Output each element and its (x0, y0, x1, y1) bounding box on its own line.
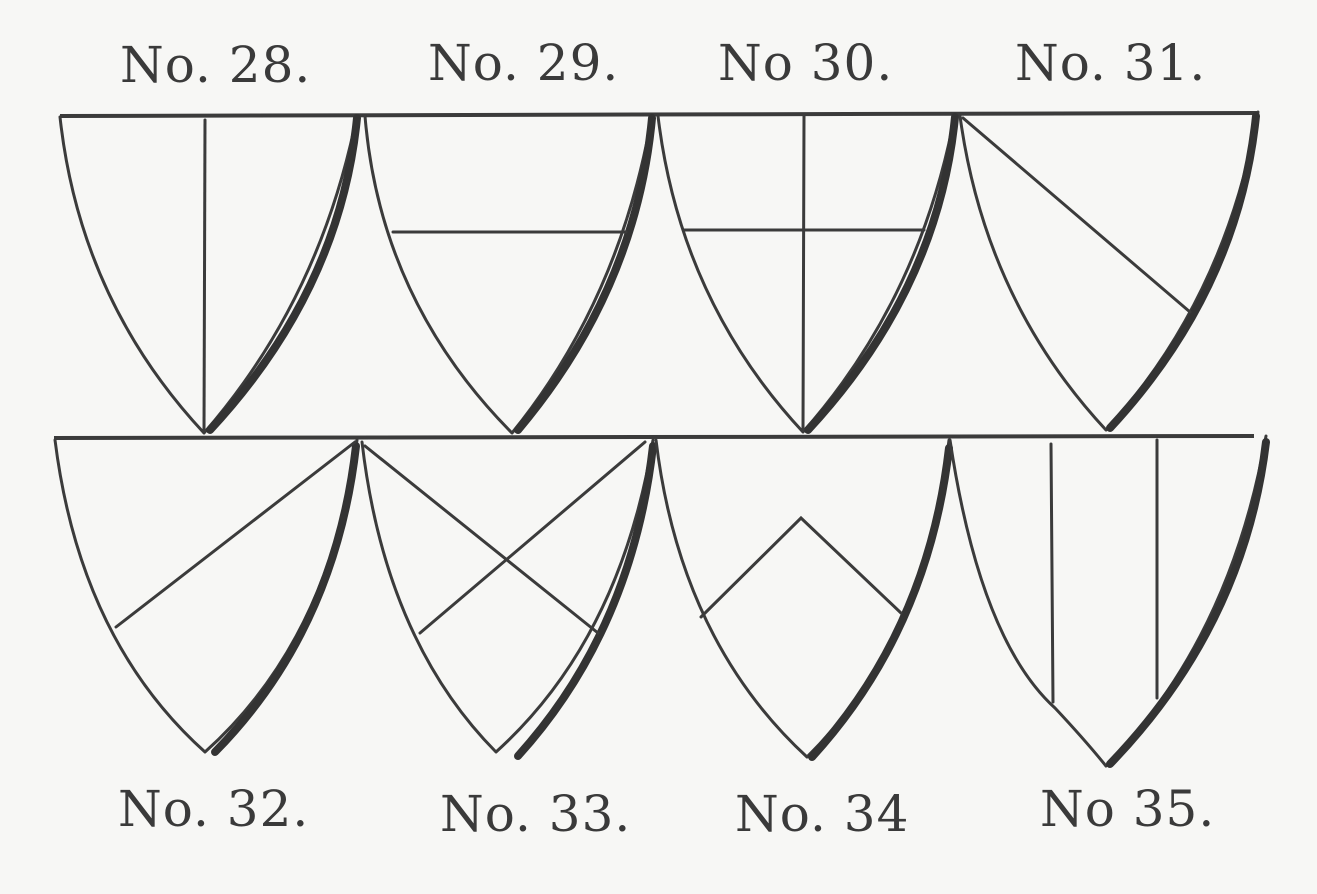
top-row-chief-line (59, 111, 1259, 118)
shield-no-31 (958, 110, 1260, 432)
bend-sinister-division-line (114, 440, 357, 629)
bend-division-line (961, 116, 1192, 314)
label-no-34: No. 34 (735, 785, 910, 843)
pale-line-left (1049, 442, 1055, 704)
chevron-division-line (699, 515, 903, 619)
shield-no-32 (53, 438, 360, 756)
label-no-32: No. 32. (118, 780, 310, 838)
label-no-29: No. 29. (428, 34, 620, 92)
shield-no-33 (360, 438, 657, 760)
shield-no-28 (58, 113, 361, 435)
label-no-33: No. 33. (440, 785, 632, 843)
shield-no-35 (948, 434, 1270, 768)
label-no-28: No. 28. (120, 36, 312, 94)
label-no-30: No 30. (718, 34, 894, 92)
shield-no-34 (654, 438, 953, 761)
saltire-line-sinister (418, 440, 647, 635)
label-no-31: No. 31. (1015, 34, 1207, 92)
pale-division-line (202, 118, 207, 434)
quarterly-vertical-line (801, 114, 806, 432)
shield-no-29 (363, 113, 656, 435)
bottom-row-chief-line (53, 434, 1255, 440)
shield-no-30 (656, 112, 959, 434)
saltire-line-dexter (363, 444, 600, 635)
label-no-35: No 35. (1040, 780, 1216, 838)
